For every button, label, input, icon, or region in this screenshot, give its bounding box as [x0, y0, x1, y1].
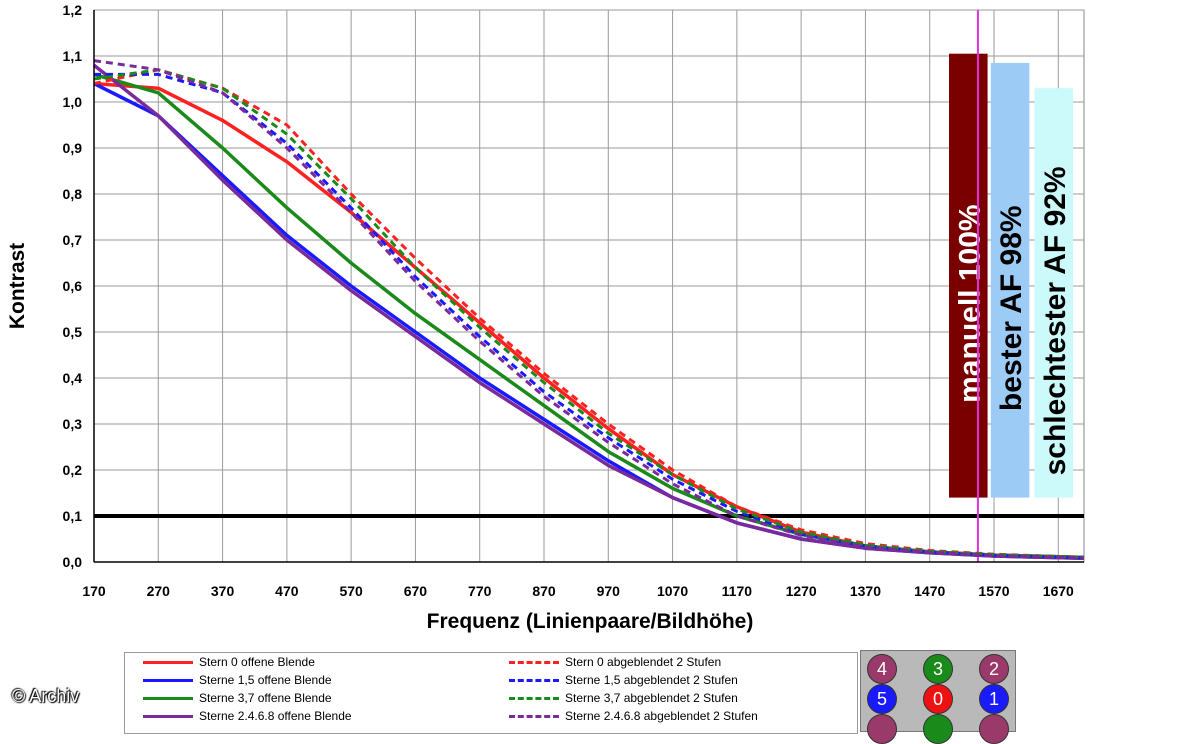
- star-marker: 0: [923, 684, 953, 714]
- y-tick-label: 0,5: [63, 324, 83, 340]
- star-marker: [923, 714, 953, 744]
- y-tick-label: 0,8: [63, 186, 83, 202]
- x-tick-label: 1470: [914, 583, 945, 599]
- y-tick-label: 0,9: [63, 140, 83, 156]
- star-marker: 1: [979, 684, 1009, 714]
- legend-swatch: [509, 661, 559, 664]
- legend-label: Sterne 3,7 abgeblendet 2 Stufen: [565, 691, 738, 705]
- x-tick-label: 1170: [722, 583, 753, 599]
- y-tick-label: 0,1: [63, 508, 83, 524]
- legend-label: Sterne 2.4.6.8 offene Blende: [199, 709, 352, 723]
- x-axis-title: Frequenz (Linienpaare/Bildhöhe): [427, 610, 754, 633]
- legend-label: Stern 0 offene Blende: [199, 655, 315, 669]
- result-bar-label: schlechtester AF 92%: [1039, 166, 1072, 475]
- y-axis-title: Kontrast: [6, 243, 29, 329]
- star-marker: 5: [867, 684, 897, 714]
- x-tick-label: 870: [532, 583, 556, 599]
- legend-swatch: [143, 661, 193, 664]
- series-line: [93, 68, 1085, 559]
- y-tick-label: 1,1: [63, 48, 83, 64]
- legend-label: Sterne 3,7 offene Blende: [199, 691, 332, 705]
- y-tick-label: 0,7: [63, 232, 83, 248]
- series-lines: [92, 10, 1085, 562]
- y-tick-label: 0,4: [63, 370, 83, 386]
- result-bar: [1034, 88, 1074, 498]
- star-marker: 4: [867, 654, 897, 684]
- x-tick-label: 1670: [1043, 583, 1074, 599]
- x-tick-label: 370: [211, 583, 235, 599]
- x-tick-label: 570: [339, 583, 363, 599]
- y-tick-label: 1,2: [63, 2, 83, 18]
- result-bars: manuell 100% bester AF 98% schlechtester A…: [949, 53, 1074, 498]
- x-tick-label: 970: [597, 583, 621, 599]
- x-tick-label: 1370: [850, 583, 881, 599]
- legend-swatch: [143, 715, 193, 718]
- result-bar: [949, 53, 988, 498]
- legend-swatch: [509, 697, 559, 700]
- x-tick-label: 1070: [657, 583, 688, 599]
- result-bar: [990, 62, 1030, 498]
- star-marker: 3: [923, 654, 953, 684]
- legend-label: Sterne 1,5 offene Blende: [199, 673, 332, 687]
- y-tick-label: 0,0: [63, 554, 83, 570]
- y-tick-label: 0,3: [63, 416, 83, 432]
- mtf-chart: manuell 100% bester AF 98% schlechtester A…: [6, 2, 1085, 633]
- legend: Stern 0 offene Blende Sterne 1,5 offene B…: [124, 652, 858, 734]
- legend-swatch: [143, 697, 193, 700]
- star-marker: [867, 714, 897, 744]
- x-tick-label: 770: [468, 583, 492, 599]
- y-tick-label: 1,0: [63, 94, 83, 110]
- legend-label: Stern 0 abgeblendet 2 Stufen: [565, 655, 722, 669]
- result-bar-label: bester AF 98%: [995, 205, 1028, 411]
- legend-label: Sterne 2.4.6.8 abgeblendet 2 Stufen: [565, 709, 758, 723]
- star-marker: 2: [979, 654, 1009, 684]
- grid: [93, 9, 1085, 563]
- copyright-label: © Archiv: [12, 686, 80, 706]
- legend-swatch: [143, 679, 193, 682]
- series-line: [92, 63, 1085, 561]
- x-tick-label: 270: [147, 583, 171, 599]
- series-line: [93, 59, 1085, 560]
- x-tick-label: 1270: [786, 583, 817, 599]
- legend-swatch: [509, 679, 559, 682]
- x-tick-label: 670: [404, 583, 428, 599]
- y-tick-label: 0,6: [63, 278, 83, 294]
- star-marker: [979, 714, 1009, 744]
- axes: 0,0 0,1 0,2 0,3 0,4 0,5 0,6 0,7 0,8 0,9 1,0 1,1 1,2 1…: [63, 2, 1084, 599]
- x-tick-label: 470: [275, 583, 299, 599]
- result-bar-label: manuell 100%: [953, 204, 986, 402]
- legend-label: Sterne 1,5 abgeblendet 2 Stufen: [565, 673, 738, 687]
- x-tick-label: 170: [82, 583, 106, 599]
- y-tick-label: 0,2: [63, 462, 83, 478]
- legend-swatch: [509, 715, 559, 718]
- x-tick-label: 1570: [978, 583, 1009, 599]
